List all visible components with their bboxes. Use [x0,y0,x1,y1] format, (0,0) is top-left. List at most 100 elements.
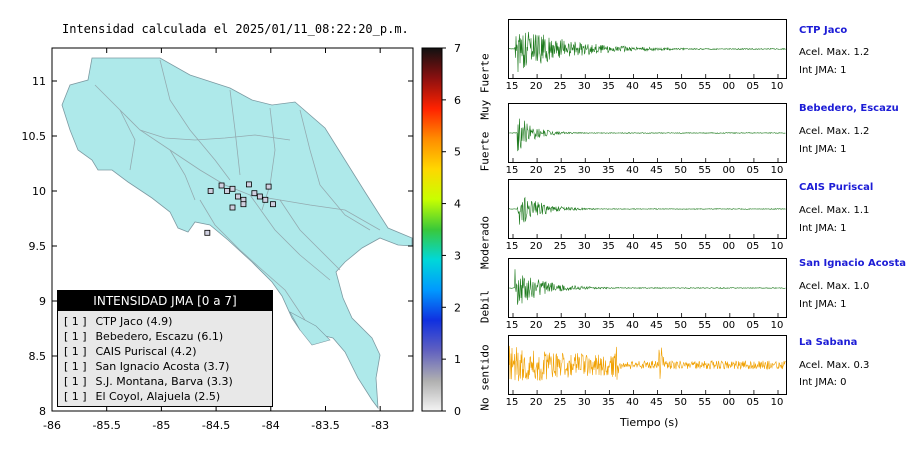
map-axes: -86 -85.5 -85 -84.5 -84 -83.5 -83 11 10.5 10 9.5 9 8… [22,48,413,432]
trace-int: Int JMA: 1 [799,65,847,76]
colorbar-ticks: 7 6 5 4 3 2 1 0 [442,42,461,418]
trace-int: Int JMA: 1 [799,299,847,310]
station-markers [204,181,276,236]
legend-row: [ 1 ] CAIS Puriscal (4.2) [64,345,197,358]
trace-tick-label: 20 [529,320,543,331]
trace-tick-label: 00 [722,165,736,176]
trace-tick-label: 40 [626,81,639,92]
trace-tick-label: 30 [577,81,591,92]
trace-tick-label: 05 [746,81,760,92]
waveform-trace [509,269,786,305]
trace-tick-label: 15 [505,320,519,331]
station-marker [256,193,263,200]
trace-station-name: La Sabana [799,337,858,348]
map-y-tick-label: 9 [39,295,46,308]
intensity-colorbar: 7 6 5 4 3 2 1 0 [421,42,461,418]
map-x-tick-label: -85 [152,419,170,432]
waveform [509,269,786,317]
trace-tick-label: 50 [674,165,687,176]
station-marker [207,188,214,194]
trace-tick-label: 40 [626,165,639,176]
trace-tick-label: 35 [601,165,615,176]
colorbar-tick-label: 4 [454,198,461,211]
trace-tick-label: 55 [698,81,712,92]
trace-tick-label: 30 [577,165,591,176]
trace-tick-label: 45 [650,165,663,176]
station-marker [218,182,225,189]
trace-tick-label: 55 [698,241,712,252]
waveform-trace [509,345,786,382]
legend-code: [ 1 ] [64,360,87,373]
trace-panel [508,19,787,79]
trace-int: Int JMA: 1 [799,144,847,155]
colorbar-ramp [421,47,443,412]
station-marker [265,183,272,190]
trace-panel [508,258,787,318]
trace-tick-label: 45 [650,397,663,408]
trace-acel: Acel. Max. 1.1 [799,205,870,216]
legend-label: S.J. Montana, Barva (3.3) [95,375,233,388]
trace-tick-label: 10 [770,241,784,252]
trace-tick-label: 05 [746,397,760,408]
colorbar-tick-label: 3 [454,249,461,262]
colorbar-tick-label: 1 [454,353,461,366]
colorbar-label-debil: Debil [478,289,492,324]
legend-code: [ 1 ] [64,390,87,403]
trace-station-name: San Ignacio Acosta [799,258,907,269]
trace-tick-label: 25 [553,165,567,176]
legend-label: CAIS Puriscal (4.2) [95,345,197,358]
legend-row: [ 1 ] CTP Jaco (4.9) [64,315,172,328]
legend-label: San Ignacio Acosta (3.7) [95,360,230,373]
waveform [509,118,786,162]
trace-tick-label: 10 [770,165,784,176]
trace-tick-label: 40 [626,397,639,408]
map-y-tick-label: 10.5 [22,130,47,143]
trace-tick-label: 10 [770,320,784,331]
waveform [509,31,786,78]
trace-acel: Acel. Max. 1.2 [799,47,870,58]
map-x-tick-label: -83 [371,419,389,432]
trace-tick-label: 25 [553,397,567,408]
map-y-tick-label: 8 [39,405,46,418]
trace-tick-label: 15 [505,165,519,176]
station-marker [204,229,211,236]
waveform-trace [509,118,786,152]
station-marker [262,196,269,203]
map-y-tick-label: 9.5 [29,240,47,253]
trace-panel [508,103,787,163]
trace-tick-label: 05 [746,241,760,252]
trace-tick-label: 20 [529,397,543,408]
station-legend: INTENSIDAD JMA [0 a 7] [ 1 ] CTP Jaco (4… [57,290,273,407]
legend-label: El Coyol, Alajuela (2.5) [95,390,221,403]
station-marker [224,188,230,194]
costa-rica-land [61,57,413,410]
trace-tick-label: 15 [505,81,519,92]
peninsula-coast [289,311,331,346]
road-network [94,59,381,321]
map-y-tick-label: 10 [32,185,46,198]
map-x-tick-label: -84.5 [202,419,230,432]
trace-int: Int JMA: 0 [799,377,847,388]
legend-code: [ 1 ] [64,345,87,358]
traces-xlabel: Tiempo (s) [620,416,679,429]
map-x-tick-label: -85.5 [92,419,120,432]
trace-tick-label: 40 [626,320,639,331]
legend-label: CTP Jaco (4.9) [95,315,173,328]
legend-code: [ 1 ] [64,375,87,388]
trace-tick-label: 50 [674,397,687,408]
waveform-trace [509,31,786,73]
trace-tick-label: 35 [601,397,615,408]
legend-row: [ 1 ] San Ignacio Acosta (3.7) [64,360,229,373]
trace-acel: Acel. Max. 1.0 [799,281,870,292]
map-x-tick-label: -83.5 [311,419,339,432]
trace-tick-label: 50 [674,241,687,252]
trace-tick-label: 15 [505,241,519,252]
trace-panel [508,179,787,239]
trace-tick-label: 15 [505,397,519,408]
colorbar-label-fuerte: Fuerte [478,131,492,172]
colorbar-label-no-sentido: No sentido [478,344,492,411]
station-marker [251,190,258,197]
trace-tick-label: 05 [746,320,760,331]
trace-tick-label: 45 [650,241,663,252]
trace-tick-label: 20 [529,241,543,252]
